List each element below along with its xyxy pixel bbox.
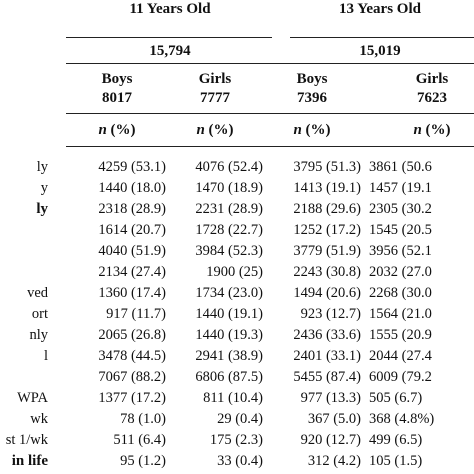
rule	[66, 63, 474, 64]
cell: 1564 (21.0	[369, 306, 432, 322]
cell: 2401 (33.1)	[293, 348, 361, 364]
cell: 3984 (52.3)	[195, 243, 263, 259]
cell: 175 (2.3)	[209, 432, 263, 448]
row-label: wk	[30, 411, 48, 427]
column-n: 7396	[297, 90, 327, 106]
row-label: l	[43, 348, 48, 364]
cell: 1545 (20.5	[369, 222, 432, 238]
column-label: Girls	[198, 71, 232, 87]
cell: 3956 (52.1	[369, 243, 432, 259]
group-title: 13 Years Old	[339, 1, 421, 17]
cell: 1440 (18.0)	[98, 180, 166, 196]
cell: 920 (12.7)	[300, 432, 361, 448]
rule	[290, 37, 474, 38]
column-label: Boys	[101, 71, 133, 87]
cell: 29 (0.4)	[217, 411, 263, 427]
cell: 312 (4.2)	[307, 453, 361, 469]
cell: 2231 (28.9)	[195, 201, 263, 217]
row-label: ly	[36, 159, 48, 175]
cell: 2243 (30.8)	[293, 264, 361, 280]
cell: 3795 (51.3)	[293, 159, 361, 175]
column-label: Girls	[415, 71, 449, 87]
row-label: st 1/wk	[5, 432, 48, 448]
cell: 1413 (19.1)	[293, 180, 361, 196]
cell: 1360 (17.4)	[98, 285, 166, 301]
cell: 1440 (19.3)	[195, 327, 263, 343]
rule	[66, 146, 474, 147]
cell: 2941 (38.9)	[195, 348, 263, 364]
cell: 2305 (30.2	[369, 201, 432, 217]
cell: 4076 (52.4)	[195, 159, 263, 175]
cell: 2268 (30.0	[369, 285, 432, 301]
rule	[66, 37, 272, 38]
cell: 917 (11.7)	[106, 306, 166, 322]
cell: 6009 (79.2	[369, 369, 432, 385]
column-unit: n (%)	[196, 122, 234, 138]
cell: 511 (6.4)	[113, 432, 166, 448]
cell: 923 (12.7)	[300, 306, 361, 322]
column-unit: n (%)	[413, 122, 451, 138]
cell: 3861 (50.6	[369, 159, 432, 175]
group-total: 15,794	[149, 43, 191, 59]
row-label: ly	[36, 201, 48, 217]
cell: 4040 (51.9)	[98, 243, 166, 259]
cell: 368 (4.8%)	[369, 411, 435, 427]
row-label: WPA	[17, 390, 48, 406]
cell: 2134 (27.4)	[98, 264, 166, 280]
cell: 2065 (26.8)	[98, 327, 166, 343]
cell: 3478 (44.5)	[98, 348, 166, 364]
cell: 2032 (27.0	[369, 264, 432, 280]
cell: 1555 (20.9	[369, 327, 432, 343]
row-label: y	[40, 180, 48, 196]
cell: 1457 (19.1	[369, 180, 432, 196]
cell: 2188 (29.6)	[293, 201, 361, 217]
cell: 6806 (87.5)	[195, 369, 263, 385]
cell: 1900 (25)	[206, 264, 263, 280]
column-n: 7777	[200, 90, 230, 106]
cell: 7067 (88.2)	[98, 369, 166, 385]
row-label: ved	[27, 285, 48, 301]
row-label: ort	[31, 306, 48, 322]
cell: 95 (1.2)	[120, 453, 166, 469]
row-label: in life	[11, 453, 48, 469]
cell: 1734 (23.0)	[195, 285, 263, 301]
column-unit: n (%)	[293, 122, 331, 138]
group-title: 11 Years Old	[129, 1, 211, 17]
cell: 505 (6.7)	[369, 390, 423, 406]
cell: 78 (1.0)	[120, 411, 166, 427]
cell: 1252 (17.2)	[293, 222, 361, 238]
cell: 1440 (19.1)	[195, 306, 263, 322]
cell: 977 (13.3)	[300, 390, 361, 406]
cell: 33 (0.4)	[217, 453, 263, 469]
cell: 811 (10.4)	[203, 390, 263, 406]
cell: 1377 (17.2)	[98, 390, 166, 406]
cell: 3779 (51.9)	[293, 243, 361, 259]
cell: 499 (6.5)	[369, 432, 423, 448]
cell: 2044 (27.4	[369, 348, 432, 364]
cell: 5455 (87.4)	[293, 369, 361, 385]
group-total: 15,019	[359, 43, 401, 59]
cell: 367 (5.0)	[307, 411, 361, 427]
cell: 1614 (20.7)	[98, 222, 166, 238]
cell: 1470 (18.9)	[195, 180, 263, 196]
column-unit: n (%)	[98, 122, 136, 138]
cell: 1728 (22.7)	[195, 222, 263, 238]
column-n: 7623	[417, 90, 447, 106]
column-n: 8017	[102, 90, 132, 106]
cell: 2436 (33.6)	[293, 327, 361, 343]
cell: 1494 (20.6)	[293, 285, 361, 301]
rule	[66, 113, 474, 114]
column-label: Boys	[296, 71, 328, 87]
row-label: nly	[29, 327, 48, 343]
cell: 4259 (53.1)	[98, 159, 166, 175]
cell: 105 (1.5)	[369, 453, 423, 469]
cell: 2318 (28.9)	[98, 201, 166, 217]
